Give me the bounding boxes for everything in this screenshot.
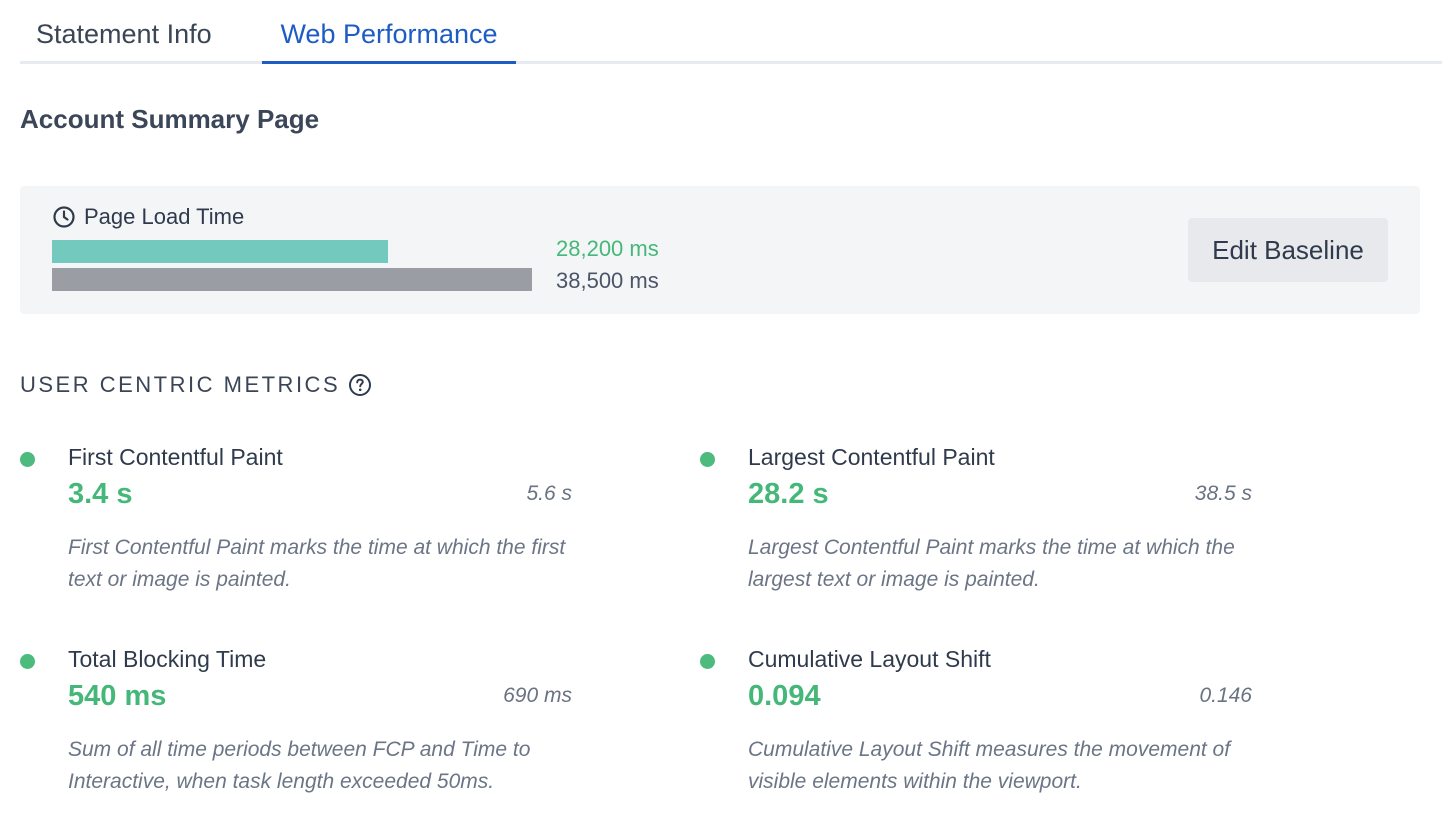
page-load-label-row: Page Load Time [52, 204, 244, 230]
baseline-load-value: 38,500 ms [556, 268, 659, 293]
metric-value: 3.4 s [68, 478, 133, 510]
metric-baseline: 38.5 s [1194, 482, 1252, 505]
status-dot [20, 452, 35, 467]
metric-value: 28.2 s [748, 478, 829, 510]
edit-baseline-button[interactable]: Edit Baseline [1188, 218, 1388, 282]
page-load-panel: Page Load Time 28,200 ms 38,500 ms Edit … [20, 186, 1420, 314]
current-load-bar [52, 240, 388, 263]
tab-statement-info[interactable]: Statement Info [36, 19, 212, 49]
metric-baseline: 5.6 s [526, 482, 572, 505]
metric-name: Largest Contentful Paint [748, 444, 995, 470]
page-load-label: Page Load Time [84, 204, 245, 229]
clock-icon [52, 205, 76, 229]
page-title: Account Summary Page [20, 104, 320, 134]
metric-name: Cumulative Layout Shift [748, 646, 991, 672]
status-dot [20, 654, 35, 669]
metric-description: Sum of all time periods between FCP and … [68, 738, 531, 793]
metric-baseline: 0.146 [1199, 684, 1252, 707]
current-load-value: 28,200 ms [556, 236, 659, 261]
metric-description: Cumulative Layout Shift measures the mov… [748, 738, 1231, 793]
section-heading: USER CENTRIC METRICS [20, 372, 372, 398]
metric-name: First Contentful Paint [68, 444, 283, 470]
tab-bar: Statement Info Web Performance [20, 0, 1442, 64]
metric-description: First Contentful Paint marks the time at… [68, 536, 566, 591]
metric-name: Total Blocking Time [68, 646, 267, 672]
metric-description: Largest Contentful Paint marks the time … [748, 536, 1235, 591]
section-title: USER CENTRIC METRICS [20, 372, 341, 397]
metric-baseline: 690 ms [503, 684, 572, 707]
help-circle-icon[interactable] [348, 373, 372, 397]
tab-web-performance[interactable]: Web Performance [262, 0, 516, 64]
status-dot [700, 452, 715, 467]
baseline-load-bar [52, 268, 532, 291]
metric-value: 540 ms [68, 680, 167, 712]
metric-value: 0.094 [748, 680, 821, 712]
status-dot [700, 654, 715, 669]
